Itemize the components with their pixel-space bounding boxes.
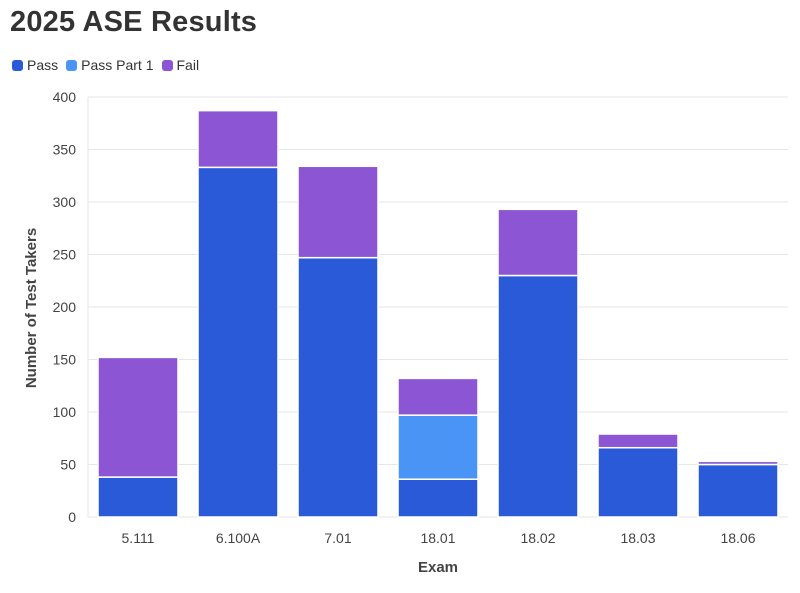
chart-title: 2025 ASE Results — [10, 6, 258, 38]
y-tick-label: 0 — [68, 509, 76, 525]
y-tick-label: 350 — [53, 142, 77, 158]
x-axis-title: Exam — [418, 559, 458, 576]
x-tick-label: 6.100A — [216, 530, 261, 546]
bar-segment-fail[interactable] — [597, 433, 679, 449]
bar-segment-fail[interactable] — [97, 356, 179, 478]
legend-label-pass: Pass — [27, 57, 59, 73]
x-tick-label: 5.111 — [122, 530, 155, 546]
bar-segment-fail[interactable] — [497, 208, 579, 277]
bar-segment-pass-part-1[interactable] — [397, 414, 479, 480]
bars-layer — [97, 109, 779, 518]
legend-label-fail: Fail — [176, 57, 200, 73]
x-tick-label: 18.03 — [620, 530, 655, 546]
y-tick-label: 100 — [53, 404, 77, 420]
x-tick-label: 18.02 — [520, 530, 555, 546]
bar-segment-pass[interactable] — [697, 463, 779, 518]
chart-legend: Pass Pass Part 1 Fail — [12, 57, 207, 73]
bar-segment-pass[interactable] — [197, 166, 279, 518]
legend-swatch-pass — [12, 59, 23, 71]
x-tick-label: 18.01 — [420, 530, 455, 546]
bar-segment-pass[interactable] — [397, 478, 479, 518]
y-tick-label: 250 — [53, 247, 77, 263]
bar-segment-fail[interactable] — [697, 460, 779, 466]
x-tick-label: 7.01 — [324, 530, 351, 546]
bar-segment-fail[interactable] — [397, 377, 479, 416]
y-tick-label: 200 — [53, 299, 77, 315]
y-tick-label: 300 — [53, 194, 77, 210]
legend-swatch-fail — [161, 59, 173, 71]
bar-segment-pass[interactable] — [297, 256, 379, 518]
y-tick-label: 150 — [53, 352, 77, 368]
legend-item-fail[interactable]: Fail — [161, 57, 200, 73]
bar-segment-fail[interactable] — [297, 165, 379, 259]
y-tick-label: 50 — [60, 457, 76, 473]
y-axis-title: Number of Test Takers — [23, 228, 40, 388]
bar-segment-pass[interactable] — [97, 476, 179, 518]
legend-item-pass-part-1[interactable]: Pass Part 1 — [66, 57, 154, 73]
bar-segment-pass[interactable] — [497, 274, 579, 518]
bar-segment-pass[interactable] — [597, 446, 679, 518]
axis-layer: 0 50 100 150 200 250 300 350 400 5.111 6.100A 7.01 1… — [53, 89, 756, 546]
x-tick-label: 18.06 — [720, 530, 755, 546]
bar-segment-fail[interactable] — [197, 109, 279, 169]
y-tick-label: 400 — [53, 89, 77, 105]
legend-label-pass-part-1: Pass Part 1 — [81, 57, 154, 73]
legend-item-pass[interactable]: Pass — [12, 57, 58, 73]
legend-swatch-pass-part-1 — [66, 59, 78, 71]
